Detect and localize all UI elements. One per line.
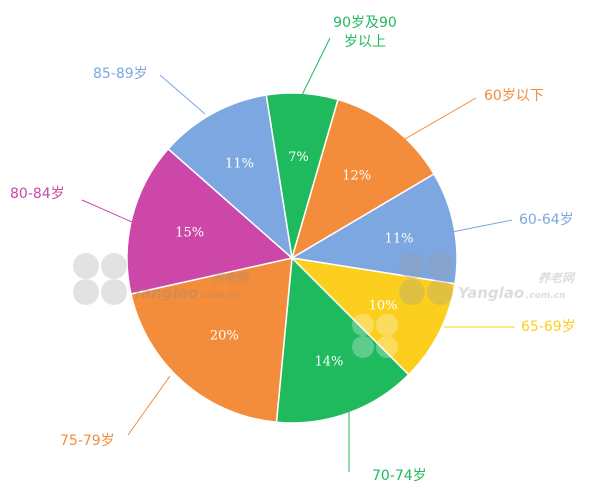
slice-value-label: 11% (385, 232, 414, 247)
slice-value-label: 15% (175, 226, 204, 241)
leader-line (127, 375, 171, 436)
leader-line (451, 219, 513, 233)
slice-category-label: 75-79岁 (60, 433, 115, 449)
watermark-domain-2: .com.cn (526, 291, 565, 301)
slice-value-label: 14% (314, 355, 343, 370)
slice-category-label: 70-74岁 (372, 468, 427, 484)
slice-value-label: 11% (225, 157, 254, 172)
watermark-group: 养老网 Yanglao .com.cn 养老网 Yanglao .com.cn (73, 253, 576, 358)
slice-value-label: 7% (288, 150, 309, 165)
pie-slice (289, 256, 456, 376)
slice-category-label: 60-64岁 (519, 212, 574, 228)
pie-slice (130, 257, 293, 424)
leader-line (301, 37, 331, 96)
slice-value-label: 12% (342, 169, 371, 184)
slice-category-label: 65-69岁 (521, 319, 576, 335)
watermark-brand-en-2: Yanglao (458, 284, 524, 302)
pie-slice (289, 172, 458, 285)
slice-category-label: 85-89岁 (93, 66, 148, 82)
leader-line (81, 199, 133, 223)
pie-slice (275, 256, 410, 424)
pie-slice (290, 98, 436, 260)
watermark-brand-en-1: Yanglao (132, 284, 198, 302)
watermark-brand-cn-1: 养老网 (212, 271, 250, 285)
slice-value-label: 10% (369, 298, 398, 313)
pie-slice (167, 94, 294, 260)
slice-value-label: 20% (210, 329, 239, 344)
watermark-domain-1: .com.cn (200, 291, 239, 301)
slice-category-label: 80-84岁 (10, 186, 65, 202)
pie-slice (126, 147, 294, 295)
leader-line (397, 97, 477, 144)
leader-line (159, 74, 206, 115)
slice-category-label: 60岁以下 (484, 88, 544, 104)
watermark-brand-cn-2: 养老网 (538, 271, 576, 285)
slice-category-label: 90岁及90 岁以上 (333, 15, 397, 50)
